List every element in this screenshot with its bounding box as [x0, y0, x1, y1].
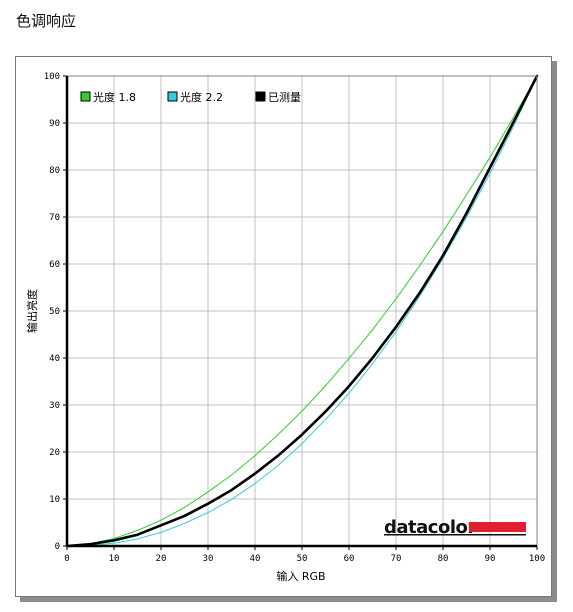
y-tick-label: 70 [49, 213, 60, 223]
logo-text: datacolor [384, 517, 476, 538]
series-line-gamma18 [66, 75, 538, 547]
legend-label-gamma22: 光度 2.2 [180, 90, 223, 104]
chart-frame [15, 56, 552, 597]
legend-swatch-gamma18 [80, 91, 91, 102]
x-tick-label: 60 [344, 554, 355, 564]
y-tick-label: 20 [49, 448, 60, 458]
datacolor-logo: datacolor [384, 517, 526, 538]
y-tick-label: 90 [49, 119, 60, 129]
y-axis-label: 输出亮度 [25, 289, 39, 333]
page-title: 色调响应 [16, 12, 77, 30]
legend-label-gamma18: 光度 1.8 [93, 90, 136, 104]
x-tick-label: 30 [203, 554, 214, 564]
logo-underline [384, 534, 526, 536]
grid [67, 76, 537, 546]
y-tick-label: 80 [49, 166, 60, 176]
series-layer [65, 74, 539, 548]
legend-label-measured: 已测量 [268, 91, 301, 104]
y-tick-label: 40 [49, 354, 60, 364]
x-tick-label: 10 [109, 554, 120, 564]
x-tick-label: 100 [529, 554, 545, 564]
y-tick-label: 30 [49, 401, 60, 411]
y-tick-label: 0 [55, 542, 60, 552]
legend: 光度 1.8 光度 2.2 已测量 [80, 90, 301, 104]
x-tick-label: 40 [250, 554, 261, 564]
y-tick-label: 60 [49, 260, 60, 270]
x-tick-label: 20 [156, 554, 167, 564]
x-tick-label: 90 [485, 554, 496, 564]
x-tick-label: 50 [297, 554, 308, 564]
x-axis-label: 输入 RGB [276, 569, 325, 583]
x-tick-label: 70 [391, 554, 402, 564]
x-tick-label: 80 [438, 554, 449, 564]
y-tick-label: 50 [49, 307, 60, 317]
legend-swatch-gamma22 [167, 91, 178, 102]
axes [63, 75, 538, 550]
tick-labels: 0 10 20 30 40 50 60 70 80 90 100 0 10 20 30 40 50 60 70 80 9… [44, 72, 545, 564]
logo-bar [469, 522, 526, 532]
y-tick-label: 100 [44, 72, 60, 82]
x-tick-label: 0 [64, 554, 69, 564]
series-line-gamma22 [66, 75, 538, 547]
legend-swatch-measured [255, 91, 266, 102]
series-line-measured [65, 74, 539, 548]
y-tick-label: 10 [49, 495, 60, 505]
